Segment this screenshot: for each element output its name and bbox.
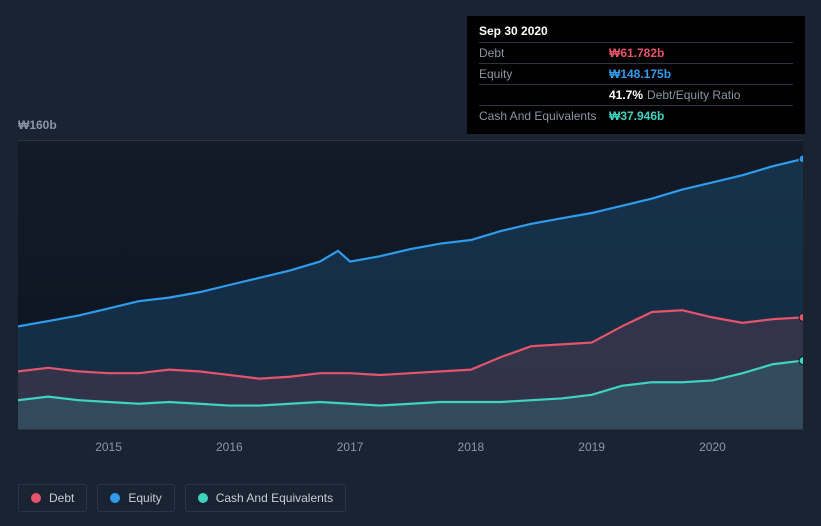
tooltip-row: Equity₩148.175b: [479, 64, 793, 85]
tooltip-row-value: ₩148.175b: [609, 67, 671, 81]
chart-tooltip: Sep 30 2020 Debt₩61.782bEquity₩148.175b4…: [467, 16, 805, 134]
tooltip-row-value: 41.7%Debt/Equity Ratio: [609, 88, 740, 102]
legend-item[interactable]: Cash And Equivalents: [185, 484, 346, 512]
legend-dot-icon: [31, 493, 41, 503]
legend-item[interactable]: Equity: [97, 484, 174, 512]
legend-dot-icon: [110, 493, 120, 503]
tooltip-date: Sep 30 2020: [479, 24, 793, 43]
x-tick: 2015: [95, 440, 122, 454]
tooltip-row-label: Cash And Equivalents: [479, 109, 609, 123]
x-tick: 2018: [458, 440, 485, 454]
tooltip-row-extra: Debt/Equity Ratio: [647, 88, 740, 102]
x-tick: 2016: [216, 440, 243, 454]
tooltip-row-value: ₩37.946b: [609, 109, 664, 123]
legend: Debt Equity Cash And Equivalents: [18, 484, 346, 512]
x-tick: 2020: [699, 440, 726, 454]
legend-dot-icon: [198, 493, 208, 503]
tooltip-row-label: Equity: [479, 67, 609, 81]
y-tick-max: ₩160b: [18, 118, 57, 132]
x-axis: 2015 2016 2017 2018 2019 2020: [18, 432, 803, 462]
tooltip-row-label: Debt: [479, 46, 609, 60]
legend-label: Debt: [49, 491, 74, 505]
tooltip-row: Debt₩61.782b: [479, 43, 793, 64]
legend-label: Cash And Equivalents: [216, 491, 333, 505]
tooltip-row: 41.7%Debt/Equity Ratio: [479, 85, 793, 106]
legend-item[interactable]: Debt: [18, 484, 87, 512]
tooltip-row-label: [479, 88, 609, 102]
x-tick: 2017: [337, 440, 364, 454]
x-tick: 2019: [578, 440, 605, 454]
legend-label: Equity: [128, 491, 161, 505]
plot-surface[interactable]: [18, 140, 803, 430]
tooltip-row: Cash And Equivalents₩37.946b: [479, 106, 793, 126]
tooltip-row-value: ₩61.782b: [609, 46, 664, 60]
